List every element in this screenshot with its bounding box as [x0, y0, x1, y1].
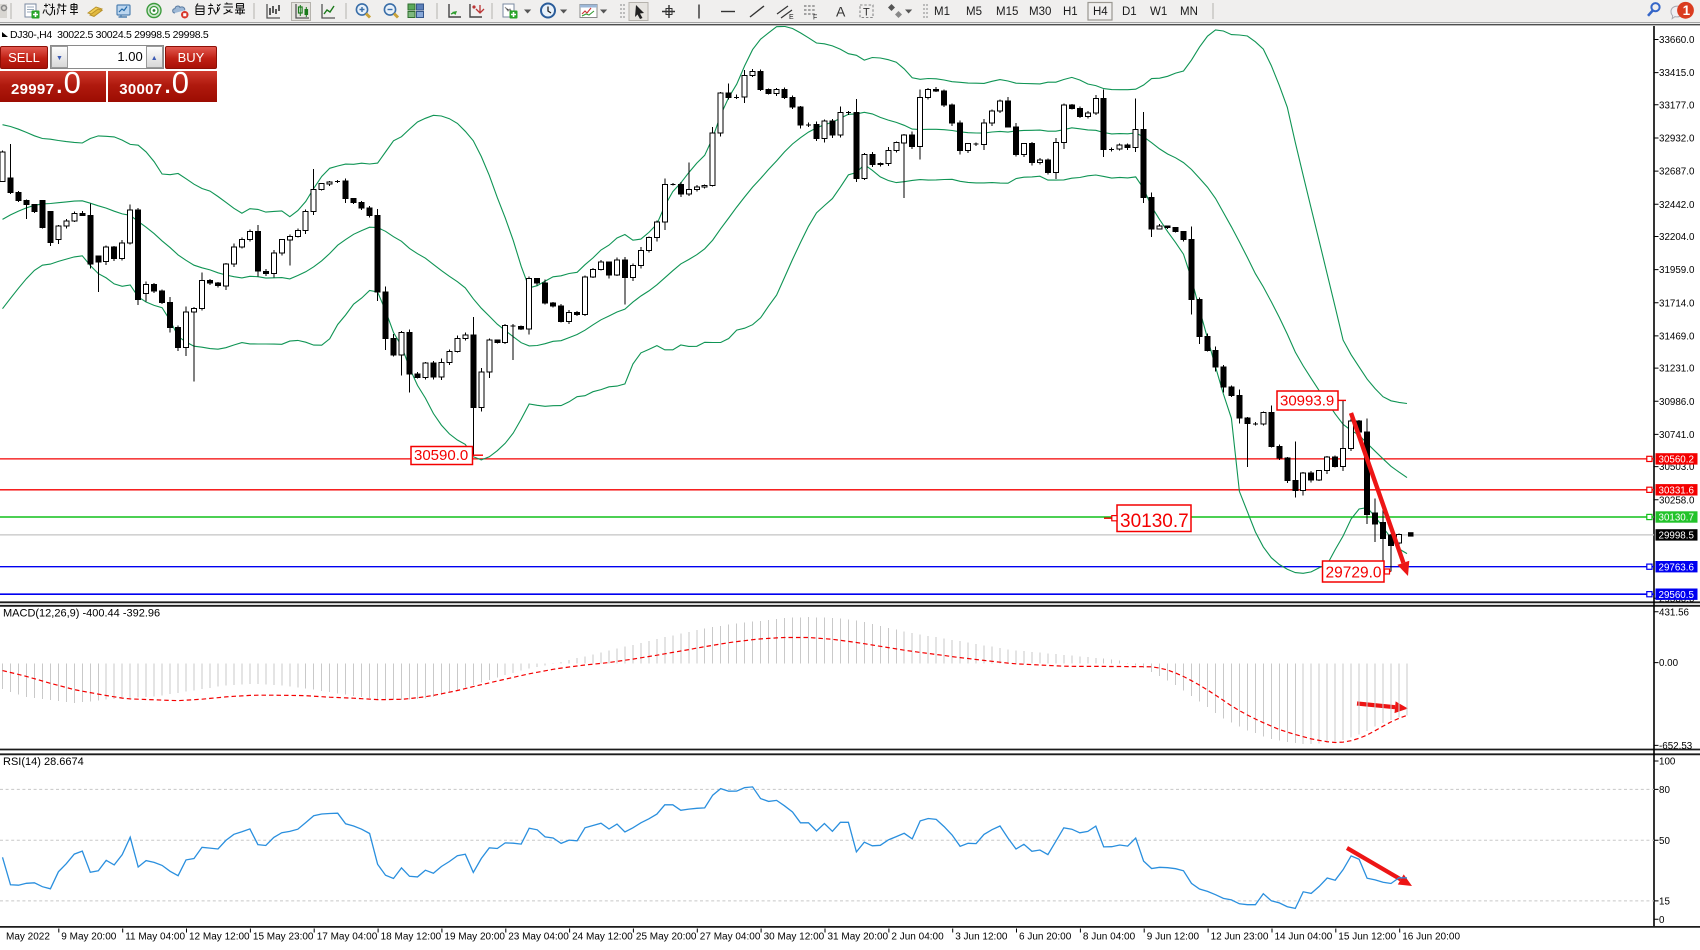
svg-text:25 May 20:00: 25 May 20:00 — [636, 932, 697, 943]
svg-text:M30: M30 — [1029, 6, 1051, 18]
svg-text:M5: M5 — [966, 6, 982, 18]
svg-text:31714.0: 31714.0 — [1659, 298, 1695, 309]
svg-text:9 May 20:00: 9 May 20:00 — [61, 932, 116, 943]
svg-text:15: 15 — [1659, 897, 1670, 908]
svg-text:0.00: 0.00 — [1659, 658, 1679, 669]
svg-text:18 May 12:00: 18 May 12:00 — [381, 932, 442, 943]
svg-text:30503.0: 30503.0 — [1659, 462, 1695, 473]
svg-text:A: A — [836, 4, 846, 20]
svg-text:6 Jun 20:00: 6 Jun 20:00 — [1019, 932, 1072, 943]
svg-text:30331.6: 30331.6 — [1659, 486, 1695, 497]
svg-text:MN: MN — [1180, 6, 1198, 18]
svg-text:0: 0 — [1659, 915, 1665, 926]
svg-text:31231.0: 31231.0 — [1659, 364, 1695, 375]
svg-text:29729.0: 29729.0 — [1326, 565, 1382, 582]
svg-text:30 May 12:00: 30 May 12:00 — [764, 932, 825, 943]
svg-text:W1: W1 — [1150, 6, 1167, 18]
svg-text:32204.0: 32204.0 — [1659, 232, 1695, 243]
svg-text:29998.5: 29998.5 — [1659, 531, 1695, 542]
svg-text:32932.0: 32932.0 — [1659, 134, 1695, 145]
svg-text:12 Jun 23:00: 12 Jun 23:00 — [1211, 932, 1269, 943]
svg-text:2 Jun 04:00: 2 Jun 04:00 — [891, 932, 944, 943]
svg-text:T: T — [863, 7, 870, 19]
svg-text:15 Jun 12:00: 15 Jun 12:00 — [1338, 932, 1396, 943]
svg-text:14 Jun 04:00: 14 Jun 04:00 — [1275, 932, 1333, 943]
svg-text:29560.5: 29560.5 — [1659, 590, 1695, 601]
svg-text:33660.0: 33660.0 — [1659, 35, 1695, 46]
svg-text:D1: D1 — [1122, 6, 1137, 18]
svg-text:30258.0: 30258.0 — [1659, 495, 1695, 506]
svg-text:DJ30-,H4 30022.5 30024.5 2999: DJ30-,H4 30022.5 30024.5 29998.5 29998.5 — [10, 29, 209, 41]
svg-text:32687.0: 32687.0 — [1659, 167, 1695, 178]
svg-text:17 May 04:00: 17 May 04:00 — [317, 932, 378, 943]
svg-text:24 May 12:00: 24 May 12:00 — [572, 932, 633, 943]
svg-text:33177.0: 33177.0 — [1659, 100, 1695, 111]
svg-text:431.56: 431.56 — [1659, 607, 1690, 618]
svg-text:30130.7: 30130.7 — [1659, 513, 1694, 524]
svg-text:3 Jun 12:00: 3 Jun 12:00 — [955, 932, 1008, 943]
svg-text:15 May 23:00: 15 May 23:00 — [253, 932, 314, 943]
svg-text:11 May 04:00: 11 May 04:00 — [125, 932, 185, 943]
svg-text:M15: M15 — [996, 6, 1018, 18]
svg-text:80: 80 — [1659, 785, 1670, 796]
svg-text:30986.0: 30986.0 — [1659, 397, 1695, 408]
svg-text:16 Jun 20:00: 16 Jun 20:00 — [1402, 932, 1460, 943]
svg-text:31 May 20:00: 31 May 20:00 — [828, 932, 889, 943]
svg-text:27 May 04:00: 27 May 04:00 — [700, 932, 761, 943]
svg-text:M1: M1 — [934, 6, 950, 18]
svg-text:33415.0: 33415.0 — [1659, 68, 1695, 79]
svg-text:E: E — [789, 14, 794, 21]
svg-text:May 2022: May 2022 — [6, 932, 50, 943]
svg-text:30741.0: 30741.0 — [1659, 430, 1695, 441]
svg-text:30560.2: 30560.2 — [1659, 455, 1694, 466]
svg-text:H1: H1 — [1063, 6, 1078, 18]
svg-text:30590.0: 30590.0 — [414, 447, 468, 464]
svg-text:F: F — [813, 15, 817, 22]
svg-text:50: 50 — [1659, 836, 1670, 847]
svg-text:1: 1 — [1683, 3, 1691, 18]
svg-text:H4: H4 — [1093, 6, 1108, 18]
svg-text:RSI(14) 28.6674: RSI(14) 28.6674 — [3, 756, 84, 768]
svg-text:8 Jun 04:00: 8 Jun 04:00 — [1083, 932, 1136, 943]
svg-text:32442.0: 32442.0 — [1659, 200, 1695, 211]
svg-text:MACD(12,26,9) -400.44 -392.96: MACD(12,26,9) -400.44 -392.96 — [3, 608, 160, 620]
svg-text:30130.7: 30130.7 — [1120, 511, 1189, 532]
svg-text:12 May 12:00: 12 May 12:00 — [189, 932, 250, 943]
svg-text:30993.9: 30993.9 — [1280, 393, 1334, 410]
svg-text:31959.0: 31959.0 — [1659, 265, 1695, 276]
svg-text:-652.53: -652.53 — [1659, 741, 1693, 752]
svg-text:19 May 20:00: 19 May 20:00 — [444, 932, 505, 943]
svg-text:31469.0: 31469.0 — [1659, 332, 1695, 343]
svg-text:100: 100 — [1659, 757, 1676, 768]
svg-text:9 Jun 12:00: 9 Jun 12:00 — [1147, 932, 1200, 943]
svg-text:23 May 04:00: 23 May 04:00 — [508, 932, 569, 943]
svg-text:29763.6: 29763.6 — [1659, 562, 1695, 573]
